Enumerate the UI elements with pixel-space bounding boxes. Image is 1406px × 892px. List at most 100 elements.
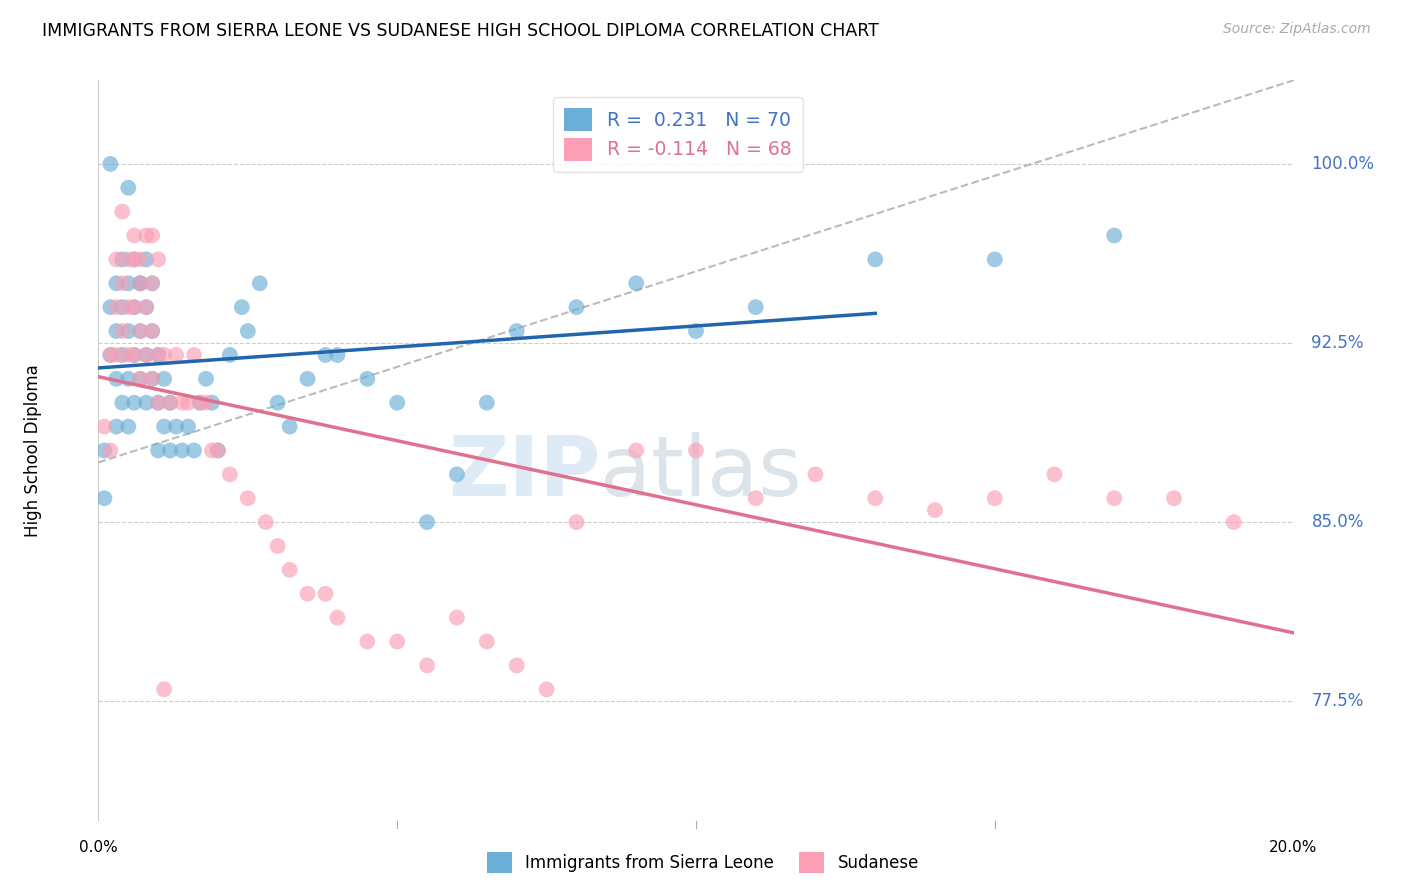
Point (98, 157, 122, 171)
Point (135, 300, 157, 314)
Text: IMMIGRANTS FROM SIERRA LEONE VS SUDANESE HIGH SCHOOL DIPLOMA CORRELATION CHART: IMMIGRANTS FROM SIERRA LEONE VS SUDANESE… (42, 22, 879, 40)
Point (188, 395, 211, 409)
Point (124, 395, 146, 409)
Point (129, 252, 152, 267)
Point (685, 443, 707, 458)
Point (129, 372, 152, 386)
Point (326, 348, 349, 362)
Point (385, 395, 409, 409)
Point (201, 443, 224, 458)
Point (148, 348, 170, 362)
Point (804, 467, 827, 482)
Point (153, 682, 176, 697)
Point (105, 372, 128, 386)
Point (117, 180, 139, 194)
Point (165, 348, 187, 362)
Point (195, 395, 218, 409)
Point (135, 348, 157, 362)
Point (446, 467, 468, 482)
Point (111, 204, 134, 219)
Point (865, 252, 887, 267)
Point (183, 443, 205, 458)
Point (129, 372, 152, 386)
Point (141, 277, 163, 291)
Legend: Immigrants from Sierra Leone, Sudanese: Immigrants from Sierra Leone, Sudanese (481, 846, 925, 880)
Point (865, 491, 887, 506)
Point (124, 252, 146, 267)
Point (135, 300, 157, 314)
Point (111, 277, 134, 291)
Point (1104, 228, 1126, 243)
Point (326, 610, 349, 624)
Point (172, 443, 194, 458)
Point (129, 277, 152, 291)
Point (159, 395, 181, 409)
Point (297, 372, 319, 386)
Text: 77.5%: 77.5% (1312, 692, 1364, 710)
Point (124, 348, 146, 362)
Point (626, 443, 648, 458)
Point (207, 443, 229, 458)
Point (117, 277, 139, 291)
Point (124, 252, 146, 267)
Point (141, 372, 163, 386)
Point (626, 277, 648, 291)
Point (135, 228, 157, 243)
Point (105, 419, 128, 434)
Point (153, 419, 176, 434)
Point (124, 300, 146, 314)
Text: 92.5%: 92.5% (1312, 334, 1364, 352)
Text: ZIP: ZIP (449, 432, 600, 513)
Point (278, 563, 301, 577)
Point (745, 491, 768, 506)
Point (172, 395, 194, 409)
Point (159, 443, 181, 458)
Point (1223, 515, 1246, 529)
Text: 85.0%: 85.0% (1312, 513, 1364, 531)
Point (385, 634, 409, 648)
Point (201, 395, 224, 409)
Point (148, 443, 170, 458)
Point (117, 348, 139, 362)
Point (148, 252, 170, 267)
Point (249, 277, 271, 291)
Point (105, 348, 128, 362)
Point (177, 419, 200, 434)
Point (153, 348, 176, 362)
Point (183, 348, 205, 362)
Text: 20.0%: 20.0% (1270, 839, 1317, 855)
Point (135, 348, 157, 362)
Point (129, 324, 152, 338)
Point (98, 348, 122, 362)
Point (148, 395, 170, 409)
Point (356, 372, 378, 386)
Point (1104, 491, 1126, 506)
Point (111, 252, 134, 267)
Point (165, 419, 187, 434)
Point (207, 443, 229, 458)
Text: 0.0%: 0.0% (79, 839, 118, 855)
Point (536, 682, 558, 697)
Point (105, 300, 128, 314)
Point (141, 228, 163, 243)
Point (111, 348, 134, 362)
Text: Source: ZipAtlas.com: Source: ZipAtlas.com (1223, 22, 1371, 37)
Point (231, 300, 253, 314)
Legend: R =  0.231   N = 70, R = -0.114   N = 68: R = 0.231 N = 70, R = -0.114 N = 68 (553, 97, 803, 172)
Point (93, 491, 115, 506)
Point (124, 300, 146, 314)
Point (117, 252, 139, 267)
Point (188, 395, 211, 409)
Point (141, 277, 163, 291)
Point (446, 610, 468, 624)
Point (1043, 467, 1066, 482)
Point (141, 324, 163, 338)
Point (111, 324, 134, 338)
Point (129, 277, 152, 291)
Point (924, 503, 946, 517)
Point (315, 587, 337, 601)
Point (195, 372, 218, 386)
Point (254, 515, 277, 529)
Point (98, 300, 122, 314)
Point (315, 348, 337, 362)
